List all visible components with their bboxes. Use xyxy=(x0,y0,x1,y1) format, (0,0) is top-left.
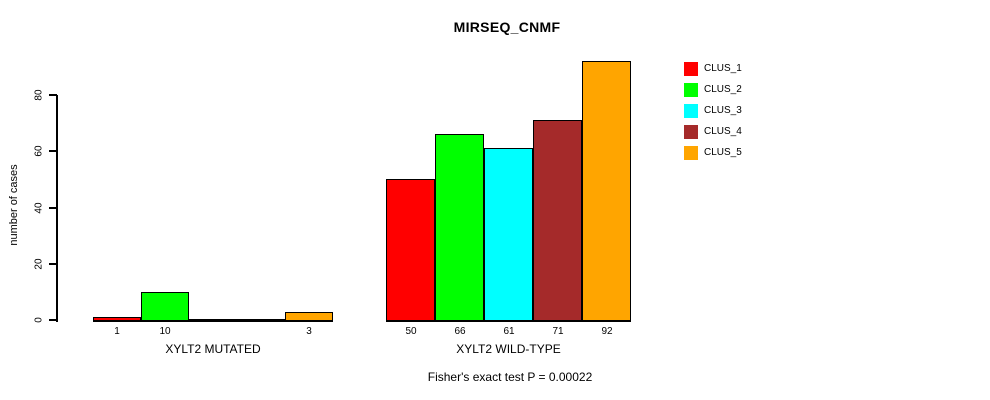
legend: CLUS_1 CLUS_2 CLUS_3 CLUS_4 CLUS_5 xyxy=(684,62,742,160)
legend-item-clus-3: CLUS_3 xyxy=(684,104,742,118)
bar-value-label: 10 xyxy=(159,326,171,337)
bar-wildtype-clus-5 xyxy=(582,61,631,320)
bar-group-mutated xyxy=(93,40,333,322)
bar-value-label: 66 xyxy=(454,326,466,337)
legend-label-clus-4: CLUS_4 xyxy=(704,126,742,137)
legend-item-clus-4: CLUS_4 xyxy=(684,125,742,139)
group-label-wildtype: XYLT2 WILD-TYPE xyxy=(456,342,561,356)
bar-mutated-clus-4 xyxy=(237,319,285,320)
legend-label-clus-5: CLUS_5 xyxy=(704,147,742,158)
legend-swatch-clus-3 xyxy=(684,104,698,118)
y-tick-label-80: 80 xyxy=(33,89,45,101)
bar-value-label: 1 xyxy=(114,326,120,337)
legend-item-clus-1: CLUS_1 xyxy=(684,62,742,76)
legend-label-clus-3: CLUS_3 xyxy=(704,105,742,116)
bar-group-wildtype xyxy=(386,40,631,322)
bar-value-label: 92 xyxy=(601,326,613,337)
bar-value-label: 50 xyxy=(405,326,417,337)
bar-mutated-clus-1 xyxy=(93,317,141,320)
bar-wildtype-clus-2 xyxy=(435,134,484,320)
bar-mutated-clus-5 xyxy=(285,312,333,320)
y-axis-line xyxy=(56,95,58,322)
legend-swatch-clus-1 xyxy=(684,62,698,76)
legend-swatch-clus-5 xyxy=(684,146,698,160)
y-tick-mark-20 xyxy=(49,263,57,265)
bar-value-label: 61 xyxy=(503,326,515,337)
legend-item-clus-5: CLUS_5 xyxy=(684,146,742,160)
y-tick-label-20: 20 xyxy=(33,258,45,270)
y-tick-label-0: 0 xyxy=(33,317,45,323)
bar-value-label: 71 xyxy=(552,326,564,337)
y-axis-label: number of cases xyxy=(8,164,20,246)
bar-mutated-clus-3 xyxy=(189,319,237,320)
bar-wildtype-clus-3 xyxy=(484,148,533,320)
y-tick-mark-0 xyxy=(49,319,57,321)
y-tick-mark-40 xyxy=(49,207,57,209)
legend-label-clus-1: CLUS_1 xyxy=(704,63,742,74)
fisher-test-annotation: Fisher's exact test P = 0.00022 xyxy=(427,370,593,384)
y-tick-label-60: 60 xyxy=(33,145,45,157)
group-label-mutated: XYLT2 MUTATED xyxy=(165,342,261,356)
bar-mutated-clus-2 xyxy=(141,292,189,320)
legend-item-clus-2: CLUS_2 xyxy=(684,83,742,97)
y-tick-mark-60 xyxy=(49,150,57,152)
chart-title: MIRSEQ_CNMF xyxy=(453,19,561,35)
y-tick-mark-80 xyxy=(49,94,57,96)
legend-label-clus-2: CLUS_2 xyxy=(704,84,742,95)
bar-wildtype-clus-4 xyxy=(533,120,582,320)
legend-swatch-clus-2 xyxy=(684,83,698,97)
bar-value-label: 3 xyxy=(306,326,312,337)
legend-swatch-clus-4 xyxy=(684,125,698,139)
y-tick-label-40: 40 xyxy=(33,202,45,214)
bar-wildtype-clus-1 xyxy=(386,179,435,320)
